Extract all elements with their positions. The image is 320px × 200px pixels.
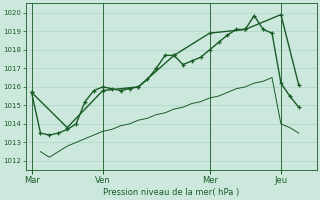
X-axis label: Pression niveau de la mer( hPa ): Pression niveau de la mer( hPa ) — [103, 188, 239, 197]
